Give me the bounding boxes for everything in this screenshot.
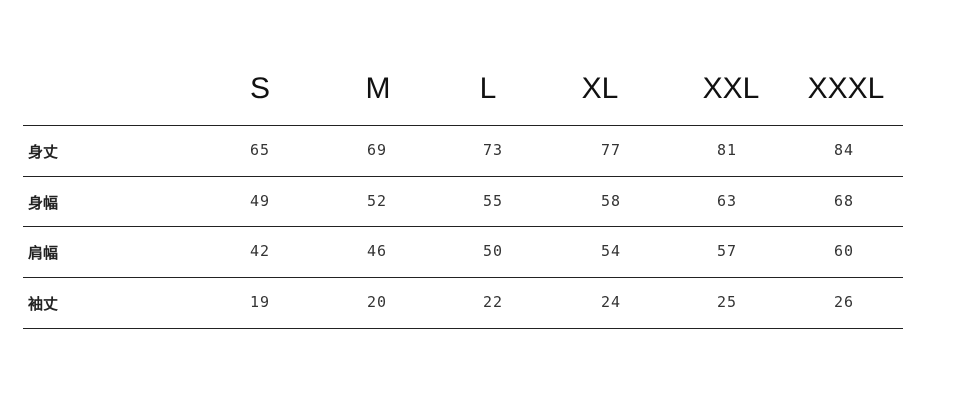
- row-label: 身丈: [28, 143, 59, 161]
- table-cell: 42: [249, 242, 271, 260]
- column-header-xxl: XXL: [702, 72, 760, 105]
- table-cell: 20: [366, 293, 388, 311]
- table-cell: 65: [249, 141, 271, 159]
- row-divider: [23, 125, 903, 126]
- row-label: 袖丈: [28, 295, 59, 313]
- table-cell: 24: [600, 293, 622, 311]
- table-cell: 54: [600, 242, 622, 260]
- table-cell: 68: [833, 192, 855, 210]
- table-cell: 25: [716, 293, 738, 311]
- table-cell: 69: [366, 141, 388, 159]
- column-header-l: L: [479, 72, 497, 105]
- table-cell: 81: [716, 141, 738, 159]
- table-cell: 63: [716, 192, 738, 210]
- table-cell: 57: [716, 242, 738, 260]
- table-cell: 55: [482, 192, 504, 210]
- row-divider: [23, 226, 903, 227]
- column-header-xl: XL: [581, 72, 619, 105]
- table-cell: 84: [833, 141, 855, 159]
- table-cell: 58: [600, 192, 622, 210]
- column-header-xxxl: XXXL: [807, 72, 885, 105]
- row-label: 身幅: [28, 194, 59, 212]
- row-divider: [23, 176, 903, 177]
- table-cell: 60: [833, 242, 855, 260]
- table-cell: 19: [249, 293, 271, 311]
- table-cell: 26: [833, 293, 855, 311]
- table-cell: 77: [600, 141, 622, 159]
- table-cell: 46: [366, 242, 388, 260]
- table-cell: 73: [482, 141, 504, 159]
- table-cell: 22: [482, 293, 504, 311]
- column-header-s: S: [249, 72, 271, 105]
- table-cell: 50: [482, 242, 504, 260]
- table-cell: 49: [249, 192, 271, 210]
- row-divider: [23, 277, 903, 278]
- row-divider: [23, 328, 903, 329]
- table-cell: 52: [366, 192, 388, 210]
- column-header-m: M: [365, 72, 391, 105]
- row-label: 肩幅: [28, 244, 59, 262]
